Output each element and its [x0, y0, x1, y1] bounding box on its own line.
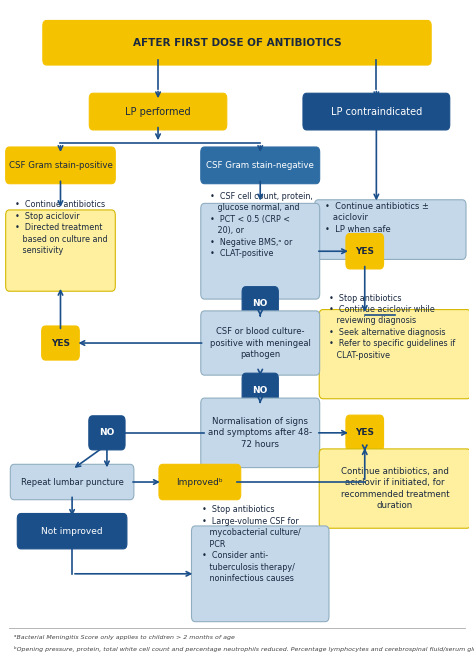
Text: •  CSF cell count, protein,
   glucose normal, and
•  PCT < 0.5 (CRP <
   20), o: • CSF cell count, protein, glucose norma…	[210, 192, 313, 258]
FancyBboxPatch shape	[242, 373, 278, 407]
FancyBboxPatch shape	[6, 147, 115, 184]
Text: NO: NO	[253, 386, 268, 395]
FancyBboxPatch shape	[201, 203, 319, 299]
Text: YES: YES	[355, 247, 374, 256]
Text: Repeat lumbar puncture: Repeat lumbar puncture	[21, 478, 124, 486]
FancyBboxPatch shape	[6, 210, 115, 291]
Text: •  Continue antibiotics
•  Stop aciclovir
•  Directed treatment
   based on cult: • Continue antibiotics • Stop aciclovir …	[15, 200, 108, 255]
FancyBboxPatch shape	[191, 526, 329, 622]
Text: LP performed: LP performed	[125, 106, 191, 116]
FancyBboxPatch shape	[346, 233, 383, 269]
FancyBboxPatch shape	[242, 286, 278, 320]
Text: AFTER FIRST DOSE OF ANTIBIOTICS: AFTER FIRST DOSE OF ANTIBIOTICS	[133, 37, 341, 47]
Text: •  Continue antibiotics ±
   aciclovir
•  LP when safe: • Continue antibiotics ± aciclovir • LP …	[325, 202, 429, 233]
Text: NO: NO	[99, 428, 115, 438]
FancyBboxPatch shape	[303, 93, 450, 130]
FancyBboxPatch shape	[43, 21, 431, 65]
Text: ᵃBacterial Meningitis Score only applies to children > 2 months of age: ᵃBacterial Meningitis Score only applies…	[14, 635, 235, 640]
FancyBboxPatch shape	[346, 415, 383, 450]
FancyBboxPatch shape	[315, 200, 466, 260]
Text: Continue antibiotics, and
aciclovir if initiated, for
recommended treatment
dura: Continue antibiotics, and aciclovir if i…	[341, 467, 449, 510]
FancyBboxPatch shape	[89, 93, 227, 130]
FancyBboxPatch shape	[10, 464, 134, 500]
FancyBboxPatch shape	[319, 449, 471, 529]
Text: YES: YES	[355, 428, 374, 438]
FancyBboxPatch shape	[201, 311, 319, 375]
Text: YES: YES	[51, 339, 70, 347]
FancyBboxPatch shape	[17, 514, 127, 549]
Text: NO: NO	[253, 299, 268, 308]
Text: CSF Gram stain-negative: CSF Gram stain-negative	[206, 161, 314, 170]
FancyBboxPatch shape	[89, 416, 125, 450]
Text: CSF Gram stain-positive: CSF Gram stain-positive	[9, 161, 112, 170]
Text: Improvedᵇ: Improvedᵇ	[176, 478, 223, 486]
FancyBboxPatch shape	[201, 147, 319, 184]
Text: Not improved: Not improved	[41, 527, 103, 536]
FancyBboxPatch shape	[319, 310, 471, 399]
Text: •  Stop antibiotics
•  Continue aciclovir while
   reviewing diagnosis
•  Seek a: • Stop antibiotics • Continue aciclovir …	[328, 294, 455, 360]
Text: LP contraindicated: LP contraindicated	[331, 106, 422, 116]
Text: Normalisation of signs
and symptoms after 48-
72 hours: Normalisation of signs and symptoms afte…	[208, 417, 312, 449]
Text: •  Stop antibiotics
•  Large-volume CSF for
   mycobacterial culture/
   PCR
•  : • Stop antibiotics • Large-volume CSF fo…	[202, 506, 301, 583]
Text: ᵇOpening pressure, protein, total white cell count and percentage neutrophils re: ᵇOpening pressure, protein, total white …	[14, 646, 474, 652]
Text: CSF or blood culture-
positive with meningeal
pathogen: CSF or blood culture- positive with meni…	[210, 327, 310, 359]
FancyBboxPatch shape	[159, 464, 241, 500]
FancyBboxPatch shape	[201, 398, 319, 468]
FancyBboxPatch shape	[42, 326, 79, 360]
